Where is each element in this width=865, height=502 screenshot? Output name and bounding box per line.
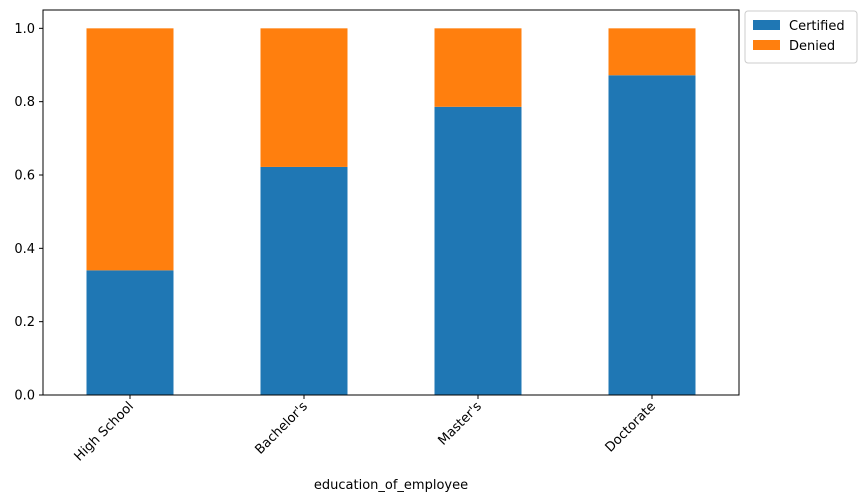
- y-tick-label: 0.4: [14, 242, 35, 257]
- y-tick-label: 0.8: [14, 95, 35, 110]
- legend-label-denied: Denied: [789, 39, 835, 54]
- x-tick-label: Doctorate: [603, 399, 659, 455]
- x-tick-label: Master's: [436, 399, 485, 448]
- bar-certified-1: [86, 270, 174, 395]
- legend-label-certified: Certified: [789, 19, 845, 34]
- y-tick-label: 1.0: [14, 22, 35, 37]
- y-tick-label: 0.2: [14, 315, 35, 330]
- bar-denied-2: [260, 28, 348, 167]
- bar-denied-3: [434, 28, 522, 107]
- x-axis-label: education_of_employee: [314, 478, 468, 493]
- legend-swatch-denied: [753, 40, 780, 50]
- bar-certified-4: [608, 75, 696, 396]
- x-tick-label: High School: [72, 399, 137, 464]
- bar-denied-4: [608, 28, 696, 76]
- y-tick-label: 0.6: [14, 169, 35, 184]
- bar-certified-3: [434, 106, 522, 396]
- legend-swatch-certified: [753, 20, 780, 30]
- bar-certified-2: [260, 166, 348, 395]
- bar-denied-1: [86, 28, 174, 271]
- legend: Certified Denied: [744, 10, 858, 64]
- y-tick-label: 0.0: [14, 389, 35, 404]
- x-tick-label: Bachelor's: [252, 399, 311, 458]
- plot-frame: [42, 9, 740, 396]
